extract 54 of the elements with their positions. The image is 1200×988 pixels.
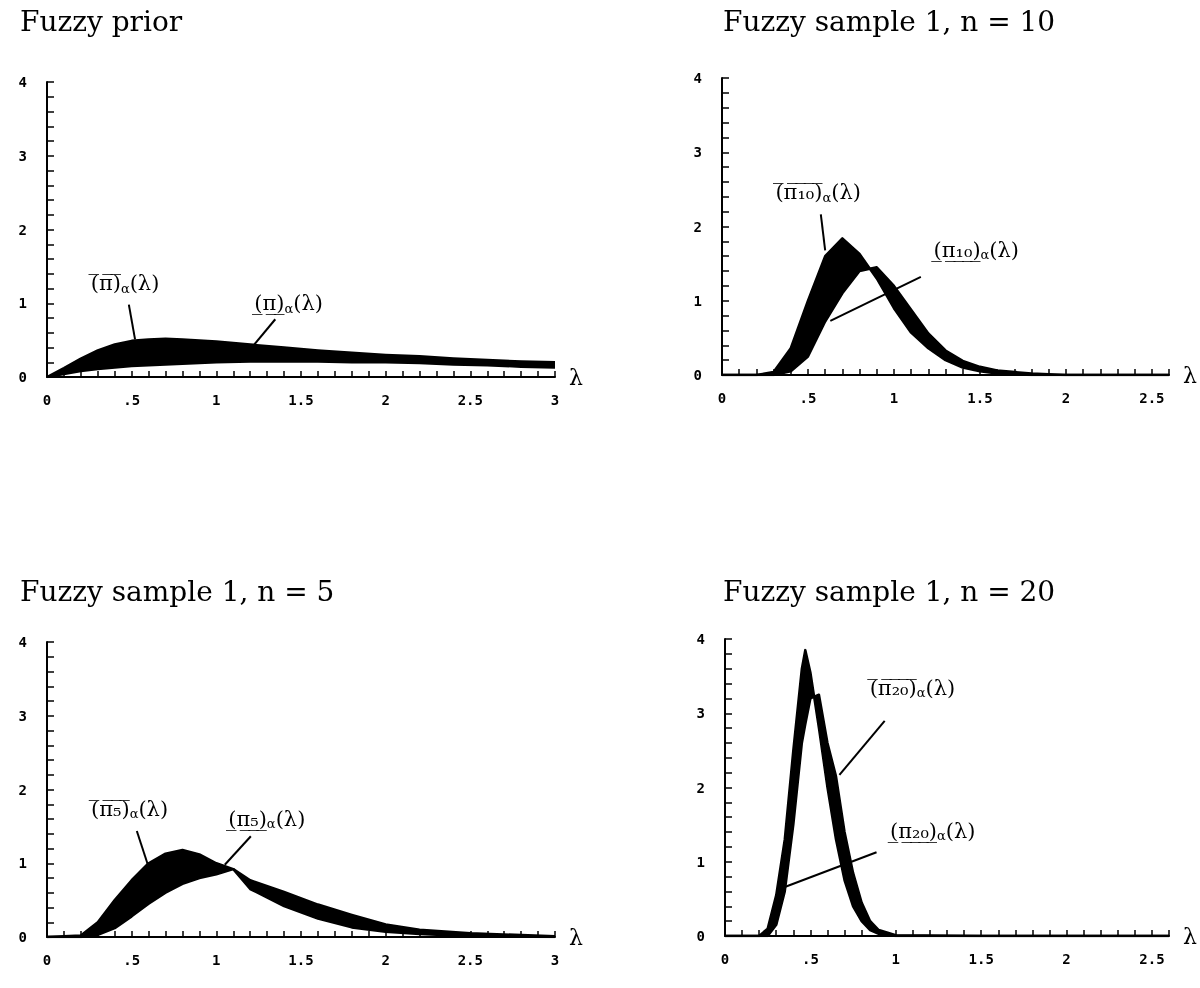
y-tick-label: 0 bbox=[18, 369, 27, 385]
y-tick-label: 4 bbox=[693, 70, 702, 86]
y-tick-label: 0 bbox=[693, 367, 702, 383]
x-tick-label: 2 bbox=[1061, 390, 1071, 406]
x-tick-label: 3 bbox=[550, 392, 560, 408]
x-tick-label: 1 bbox=[212, 392, 221, 408]
x-tick-label: 1.5 bbox=[968, 951, 994, 967]
x-tick-label: 2 bbox=[381, 952, 390, 968]
chart-title: Fuzzy sample 1, n = 5 bbox=[20, 574, 335, 608]
x-tick-label: 1.5 bbox=[967, 390, 993, 406]
x-tick-label: 2.5 bbox=[457, 952, 483, 968]
x-tick-label: 1 bbox=[212, 952, 221, 968]
x-tick-label: 2 bbox=[1062, 951, 1071, 967]
y-tick-label: 4 bbox=[696, 631, 705, 647]
y-tick-label: 1 bbox=[696, 853, 705, 870]
x-axis-title: λ bbox=[569, 364, 583, 390]
x-tick-label: 1 bbox=[889, 390, 899, 406]
chart-title: Fuzzy prior bbox=[20, 4, 183, 38]
x-axis-title: λ bbox=[1183, 923, 1198, 949]
x-tick-label: 3 bbox=[550, 952, 560, 968]
y-tick-label: 2 bbox=[18, 781, 27, 798]
x-tick-label: .5 bbox=[123, 952, 141, 968]
y-tick-label: 3 bbox=[18, 147, 27, 164]
y-tick-label: 3 bbox=[18, 707, 27, 724]
x-tick-label: 1 bbox=[891, 951, 901, 967]
y-tick-label: 1 bbox=[18, 295, 27, 312]
y-tick-label: 0 bbox=[18, 929, 27, 945]
x-tick-label: 0 bbox=[42, 392, 52, 408]
x-tick-label: 2.5 bbox=[1139, 951, 1165, 967]
x-tick-label: .5 bbox=[123, 392, 141, 408]
x-tick-label: .5 bbox=[801, 951, 819, 967]
x-axis-title: λ bbox=[1183, 362, 1198, 388]
y-tick-label: 0 bbox=[696, 928, 705, 944]
y-tick-label: 3 bbox=[696, 705, 705, 722]
chart-title: Fuzzy sample 1, n = 10 bbox=[723, 4, 1056, 38]
chart-title: Fuzzy sample 1, n = 20 bbox=[723, 574, 1056, 608]
y-tick-label: 2 bbox=[18, 221, 27, 238]
x-tick-label: 2 bbox=[381, 392, 390, 408]
x-tick-label: 0 bbox=[720, 951, 730, 967]
y-tick-label: 2 bbox=[693, 218, 702, 235]
x-tick-label: 2.5 bbox=[1139, 390, 1165, 406]
x-tick-label: 0 bbox=[717, 390, 727, 406]
y-tick-label: 3 bbox=[693, 144, 702, 161]
y-tick-label: 4 bbox=[18, 74, 27, 90]
x-tick-label: .5 bbox=[799, 390, 817, 406]
x-axis-title: λ bbox=[569, 924, 583, 950]
y-tick-label: 4 bbox=[18, 634, 27, 650]
y-tick-label: 2 bbox=[696, 779, 705, 796]
y-tick-label: 1 bbox=[693, 292, 702, 309]
x-tick-label: 0 bbox=[42, 952, 52, 968]
y-tick-label: 1 bbox=[18, 855, 27, 872]
x-tick-label: 2.5 bbox=[457, 392, 483, 408]
x-tick-label: 1.5 bbox=[288, 952, 314, 968]
x-tick-label: 1.5 bbox=[288, 392, 314, 408]
